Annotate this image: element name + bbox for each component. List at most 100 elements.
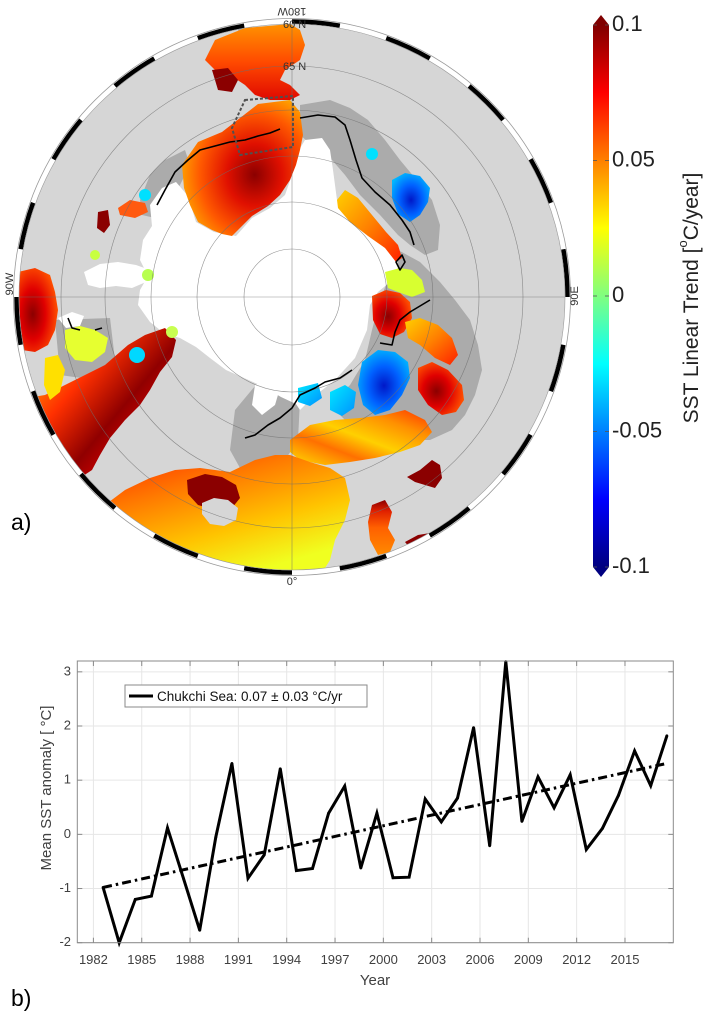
sea-ice-central-arctic	[138, 138, 398, 410]
y-axis-label: Mean SST anomaly [ °C]	[38, 706, 55, 871]
colorbar-label-degree: o	[675, 240, 690, 247]
data-point	[214, 835, 218, 839]
data-point	[472, 726, 475, 730]
data-point	[633, 749, 637, 753]
sst-patch-kara-band	[405, 318, 458, 365]
colorbar-label: SST Linear Trend [oC/year]	[675, 173, 702, 424]
ice-edge-contour-hudson	[67, 317, 81, 331]
data-point	[343, 784, 347, 788]
x-tick-label: 1997	[321, 952, 350, 967]
ice-edge-contour-greenland	[244, 369, 353, 439]
data-point	[278, 767, 282, 771]
meridian-label-90e: 90E	[569, 286, 581, 306]
x-tick-label: 2006	[466, 952, 495, 967]
axes-box	[76, 660, 674, 944]
latitude-label-65n: 65 N	[283, 61, 306, 73]
tick-labels: 1982 1985 1988 1991 1994 1997 2000 2003 2006 2009…	[59, 663, 639, 967]
legend-entry-chukchi: Chukchi Sea: 0.07 ± 0.03 °C/yr	[157, 689, 343, 704]
x-tick-label: 1994	[272, 952, 301, 967]
sst-patch-bering-sea	[205, 24, 305, 100]
data-point	[149, 894, 153, 898]
tick-marks	[77, 661, 674, 944]
data-point	[649, 784, 653, 787]
x-tick-label: 1985	[127, 952, 156, 967]
x-tick-label: 2009	[514, 952, 543, 967]
data-point	[327, 811, 330, 815]
map-disk	[19, 24, 565, 570]
ice-edge-contour-loop	[395, 254, 406, 271]
sst-patch-barents-cooling	[358, 350, 410, 415]
sst-patch-pechora-red	[418, 362, 464, 415]
sst-trend-polar-map: 180W 90W 90E 0° 60 N 65 N a)	[4, 5, 581, 588]
x-tick-label: 1988	[176, 952, 205, 967]
x-tick-label: 1991	[224, 952, 253, 967]
data-point	[617, 793, 620, 797]
x-tick-label: 2003	[417, 952, 446, 967]
data-point	[391, 876, 395, 880]
data-point	[568, 773, 572, 777]
sea-ice-archipelago-west	[58, 312, 84, 328]
data-point	[552, 806, 556, 810]
data-point	[359, 866, 363, 870]
sst-patch-cyan-dot	[366, 148, 378, 160]
colorbar-extend-min-arrow	[593, 567, 609, 577]
data-point	[101, 886, 105, 889]
sst-patch-foxe-yellow	[44, 355, 65, 400]
data-point	[230, 761, 234, 765]
data-point	[246, 876, 250, 880]
colorbar-extend-max-arrow	[593, 15, 609, 25]
data-point	[198, 928, 202, 932]
data-point	[456, 796, 459, 800]
sst-patch-hudson-bay-red	[19, 268, 58, 352]
latitude-label-60n: 60 N	[283, 19, 306, 31]
sst-patch-archipelago-green-1	[90, 250, 100, 260]
data-point	[375, 811, 379, 815]
data-point	[488, 844, 492, 848]
colorbar-label-text: SST Linear Trend [	[680, 247, 703, 423]
plot-area	[77, 661, 674, 943]
sst-patch-baltic	[368, 500, 395, 555]
map-frame-inner-border	[18, 23, 566, 571]
sst-patch-chukchi-sea	[182, 100, 303, 236]
legend-box	[124, 684, 368, 708]
sst-patch-hudson-yellow	[65, 326, 108, 362]
data-point	[182, 877, 186, 881]
colorbar-tick-label: 0.1	[612, 11, 643, 36]
sst-patch-archipelago-orange	[118, 200, 148, 218]
data-point	[423, 797, 427, 801]
colorbar: 0.1 0.05 0 -0.05 -0.1 SST Linear Trend [oC/y…	[593, 11, 703, 578]
y-tick-label: 0	[64, 826, 71, 841]
data-point	[584, 848, 588, 851]
y-tick-label: -1	[59, 880, 71, 895]
legend: Chukchi Sea: 0.07 ± 0.03 °C/yr	[124, 684, 368, 708]
ice-edge-contour-kara	[379, 299, 431, 346]
sea-ice-archipelago	[84, 262, 150, 288]
colorbar-tick-label: -0.1	[612, 553, 650, 578]
chukchi-sea-region-box	[230, 94, 294, 157]
x-tick-label: 2015	[611, 952, 640, 967]
y-tick-label: 2	[64, 717, 71, 732]
ice-edge-contour-siberia	[299, 114, 415, 246]
beaufort-shelf	[140, 150, 190, 218]
ice-edge-contour-beaufort	[156, 128, 281, 206]
data-point	[262, 853, 266, 857]
y-tick-label: 1	[64, 772, 71, 787]
data-point	[311, 867, 314, 870]
series-layer	[101, 660, 669, 948]
sst-patch-siberian-cooling	[392, 173, 430, 222]
sst-patch-archipelago-dark-red	[97, 210, 110, 233]
y-tick-label: 3	[64, 663, 71, 678]
meridian-label-180w: 180W	[277, 5, 306, 17]
colorbar-tick-label: 0.05	[612, 146, 655, 171]
data-point	[665, 734, 669, 738]
x-tick-label: 2000	[369, 952, 398, 967]
map-frame-ring-black-segments	[14, 19, 570, 575]
panel-label-a: a)	[11, 509, 31, 535]
x-axis-label: Year	[360, 972, 390, 989]
data-point	[520, 819, 524, 823]
data-point	[536, 775, 540, 779]
data-point	[439, 820, 443, 824]
meridian-label-90w: 90W	[4, 272, 16, 295]
colorbar-tick-label: -0.05	[612, 417, 662, 442]
sst-patch-norwegian-barents	[290, 410, 432, 465]
